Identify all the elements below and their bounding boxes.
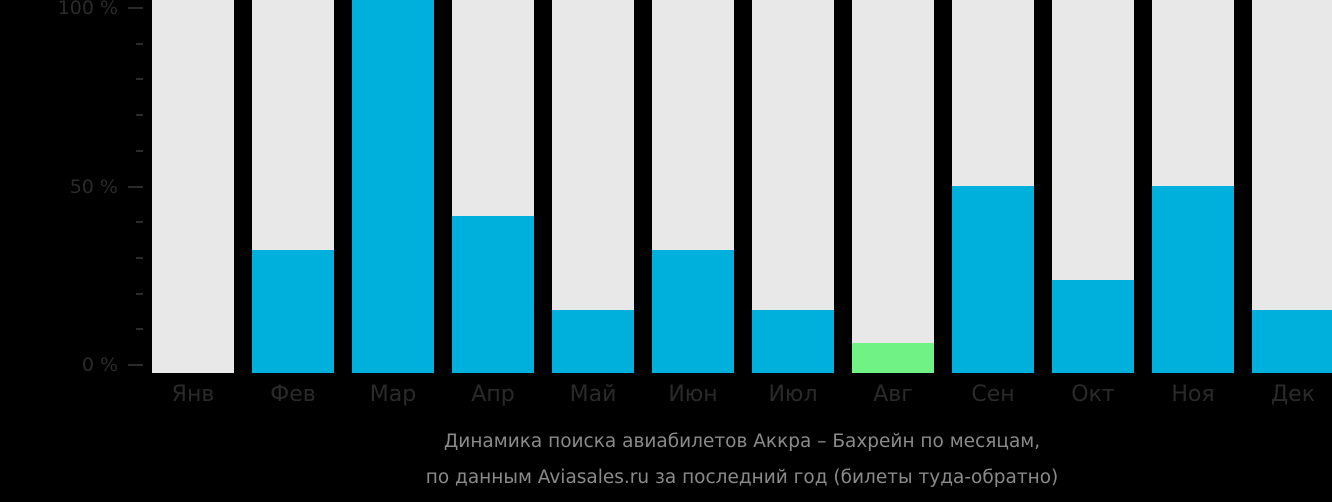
- y-tick-label: 100 %: [57, 0, 118, 19]
- bar-fill: [1252, 310, 1332, 373]
- y-major-tick: [128, 186, 143, 188]
- bar-Апр: [452, 0, 534, 373]
- x-tick-label: Авг: [873, 382, 913, 407]
- bar-fill: [252, 250, 334, 373]
- bar-Сен: [952, 0, 1034, 373]
- bar-Фев: [252, 0, 334, 373]
- bar-Окт: [1052, 0, 1134, 373]
- x-tick-label: Июн: [668, 382, 718, 407]
- bar-fill: [952, 186, 1034, 373]
- bar-fill: [752, 310, 834, 373]
- bar-Ноя: [1152, 0, 1234, 373]
- bar-fill: [1052, 280, 1134, 373]
- x-tick-label: Мар: [369, 382, 417, 407]
- x-tick-label: Июл: [768, 382, 818, 407]
- x-tick-label: Янв: [171, 382, 215, 407]
- bar-fill: [552, 310, 634, 373]
- x-tick-label: Окт: [1071, 382, 1115, 407]
- y-minor-tick: [136, 328, 143, 330]
- y-major-tick: [128, 7, 143, 9]
- y-minor-tick: [136, 150, 143, 152]
- x-tick-label: Фев: [270, 382, 316, 407]
- bar-fill: [852, 343, 934, 373]
- y-minor-tick: [136, 114, 143, 116]
- bar-Май: [552, 0, 634, 373]
- bar-fill: [452, 216, 534, 373]
- y-minor-tick: [136, 221, 143, 223]
- bar-fill: [1152, 186, 1234, 373]
- y-minor-tick: [136, 43, 143, 45]
- y-tick-label: 0 %: [81, 354, 118, 376]
- chart-title: Динамика поиска авиабилетов Аккра – Бахр…: [443, 431, 1041, 452]
- y-minor-tick: [136, 78, 143, 80]
- x-tick-label: Сен: [971, 382, 1015, 407]
- bar-Авг: [852, 0, 934, 373]
- x-tick-label: Апр: [471, 382, 515, 407]
- x-tick-label: Дек: [1270, 382, 1315, 407]
- bar-fill: [352, 0, 434, 373]
- chart-subtitle: по данным Aviasales.ru за последний год …: [425, 467, 1059, 488]
- bar-Мар: [352, 0, 434, 373]
- bar-Июл: [752, 0, 834, 373]
- y-minor-tick: [136, 293, 143, 295]
- y-minor-tick: [136, 257, 143, 259]
- bar-Янв: [152, 0, 234, 373]
- bar-fill: [652, 250, 734, 373]
- y-tick-label: 50 %: [69, 176, 118, 198]
- x-tick-label: Ноя: [1171, 382, 1215, 407]
- bar-Июн: [652, 0, 734, 373]
- y-major-tick: [128, 364, 143, 366]
- bar-Дек: [1252, 0, 1332, 373]
- x-tick-label: Май: [569, 382, 617, 407]
